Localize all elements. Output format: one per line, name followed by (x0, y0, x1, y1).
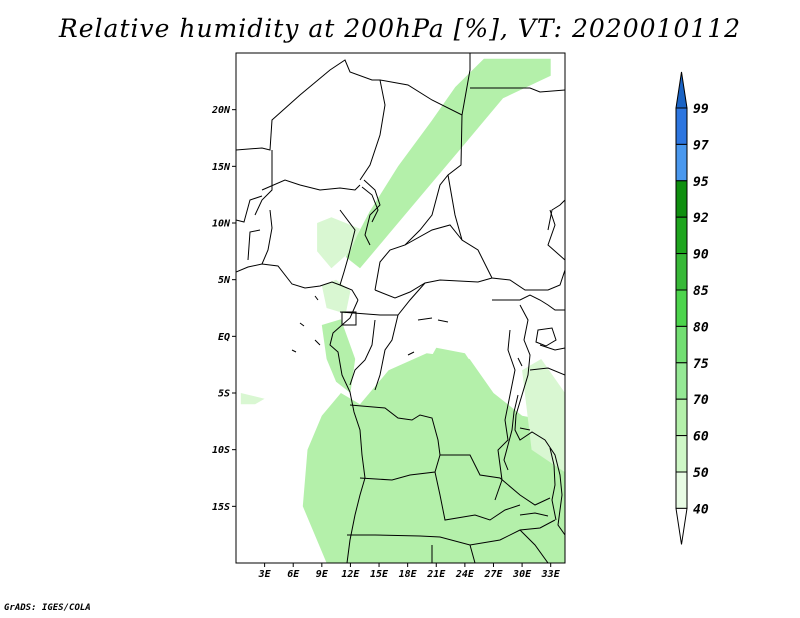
colorbar-label: 40 (693, 502, 709, 517)
longitude-axis: 3E 6E 9E 12E 15E 18E 21E 24E 27E 30E 33E (258, 563, 561, 580)
lon-tick-label: 6E (287, 569, 300, 580)
lat-tick-label: 15N (212, 162, 231, 173)
map-frame (235, 52, 566, 564)
lon-tick-label: 3E (258, 569, 272, 580)
lon-tick-label: 21E (426, 569, 446, 580)
lake-malawi (549, 447, 557, 521)
lon-tick-label: 18E (399, 569, 418, 580)
egypt-sudan-border (374, 114, 463, 291)
colorbar-segment (675, 107, 688, 145)
sudan-chad (470, 87, 565, 93)
colorbar: 99 97 95 92 90 85 80 75 70 60 50 40 (675, 71, 709, 545)
sudan-south (447, 174, 565, 291)
humidity-region-west-coast-patch (317, 217, 360, 269)
lon-tick-label: 30E (512, 569, 532, 580)
gulf-coast (329, 299, 366, 563)
lon-tick-label: 12E (341, 569, 360, 580)
colorbar-label: 60 (693, 430, 709, 445)
colorbar-segment (675, 253, 688, 291)
colorbar-label: 85 (693, 284, 709, 299)
gulf-islands (291, 295, 357, 353)
map-title: Relative humidity at 200hPa [%], VT: 202… (58, 14, 742, 43)
colorbar-label: 50 (693, 466, 709, 481)
lat-tick-label: EQ (218, 332, 230, 343)
northern-border-libya (379, 53, 471, 116)
colorbar-top-arrow (675, 71, 688, 109)
colorbar-label: 92 (693, 211, 709, 226)
lon-tick-label: 33E (541, 569, 561, 580)
colorbar-segment (675, 471, 688, 509)
lake-victoria (535, 327, 557, 347)
colorbar-segment (675, 325, 688, 364)
colorbar-segment (675, 143, 688, 182)
niger-mali (236, 150, 301, 223)
nigeria-cameroon (299, 184, 361, 286)
lat-tick-label: 10N (212, 219, 231, 230)
congo-rivers (339, 282, 426, 391)
colorbar-label: 70 (693, 393, 709, 408)
ethiopia-border (547, 199, 565, 231)
botswana-zim (431, 529, 549, 563)
lon-tick-label: 9E (316, 569, 329, 580)
lat-tick-label: 20N (211, 105, 231, 116)
lon-tick-label: 15E (370, 569, 389, 580)
lat-tick-label: 5N (218, 275, 231, 286)
west-africa-coast (236, 263, 359, 301)
central-lakes (407, 317, 531, 431)
colorbar-segment (675, 362, 688, 400)
lon-tick-label: 27E (483, 569, 503, 580)
colorbar-segment (675, 216, 688, 255)
colorbar-label: 75 (693, 357, 709, 372)
colorbar-label: 97 (693, 138, 709, 153)
colorbar-label: 90 (693, 248, 709, 263)
lat-tick-label: 10S (212, 445, 230, 456)
colorbar-bottom-arrow (675, 507, 688, 545)
humidity-region-angola-southwest (240, 393, 265, 405)
east-africa-lines (529, 209, 565, 376)
colorbar-segment (675, 398, 688, 437)
lon-tick-label: 24E (455, 569, 475, 580)
angola-drc (349, 404, 551, 506)
sahel-channels (361, 179, 381, 246)
latitude-axis: 20N 15N 10N 5N EQ 5S 10S 15S (211, 105, 236, 513)
west-interior (247, 209, 273, 265)
drc-east-border (492, 294, 565, 501)
humidity-field (240, 58, 565, 563)
colorbar-segment (675, 180, 688, 218)
colorbar-segment (675, 289, 688, 327)
great-lakes-east (514, 304, 565, 536)
colorbar-label: 99 (693, 102, 709, 117)
humidity-region-east-coast-patch (522, 359, 565, 473)
humidity-region-central-plume (417, 347, 484, 427)
colorbar-label: 95 (693, 175, 709, 190)
lat-tick-label: 5S (218, 389, 230, 400)
colorbar-label: 80 (693, 320, 709, 335)
colorbar-segment (675, 435, 688, 473)
country-borders (236, 53, 565, 563)
humidity-region-sahel-diagonal-band (345, 58, 551, 269)
humidity-region-southern-africa-block (302, 353, 565, 563)
humidity-region-gulf-guinea-strip (321, 279, 351, 314)
lat-tick-label: 15S (212, 502, 230, 513)
car-border (374, 224, 493, 299)
sahara-north-border (236, 59, 386, 181)
grads-credit: GrADS: IGES/COLA (4, 603, 91, 613)
lake-kariba (519, 512, 549, 517)
lake-tanganyika (503, 394, 519, 471)
